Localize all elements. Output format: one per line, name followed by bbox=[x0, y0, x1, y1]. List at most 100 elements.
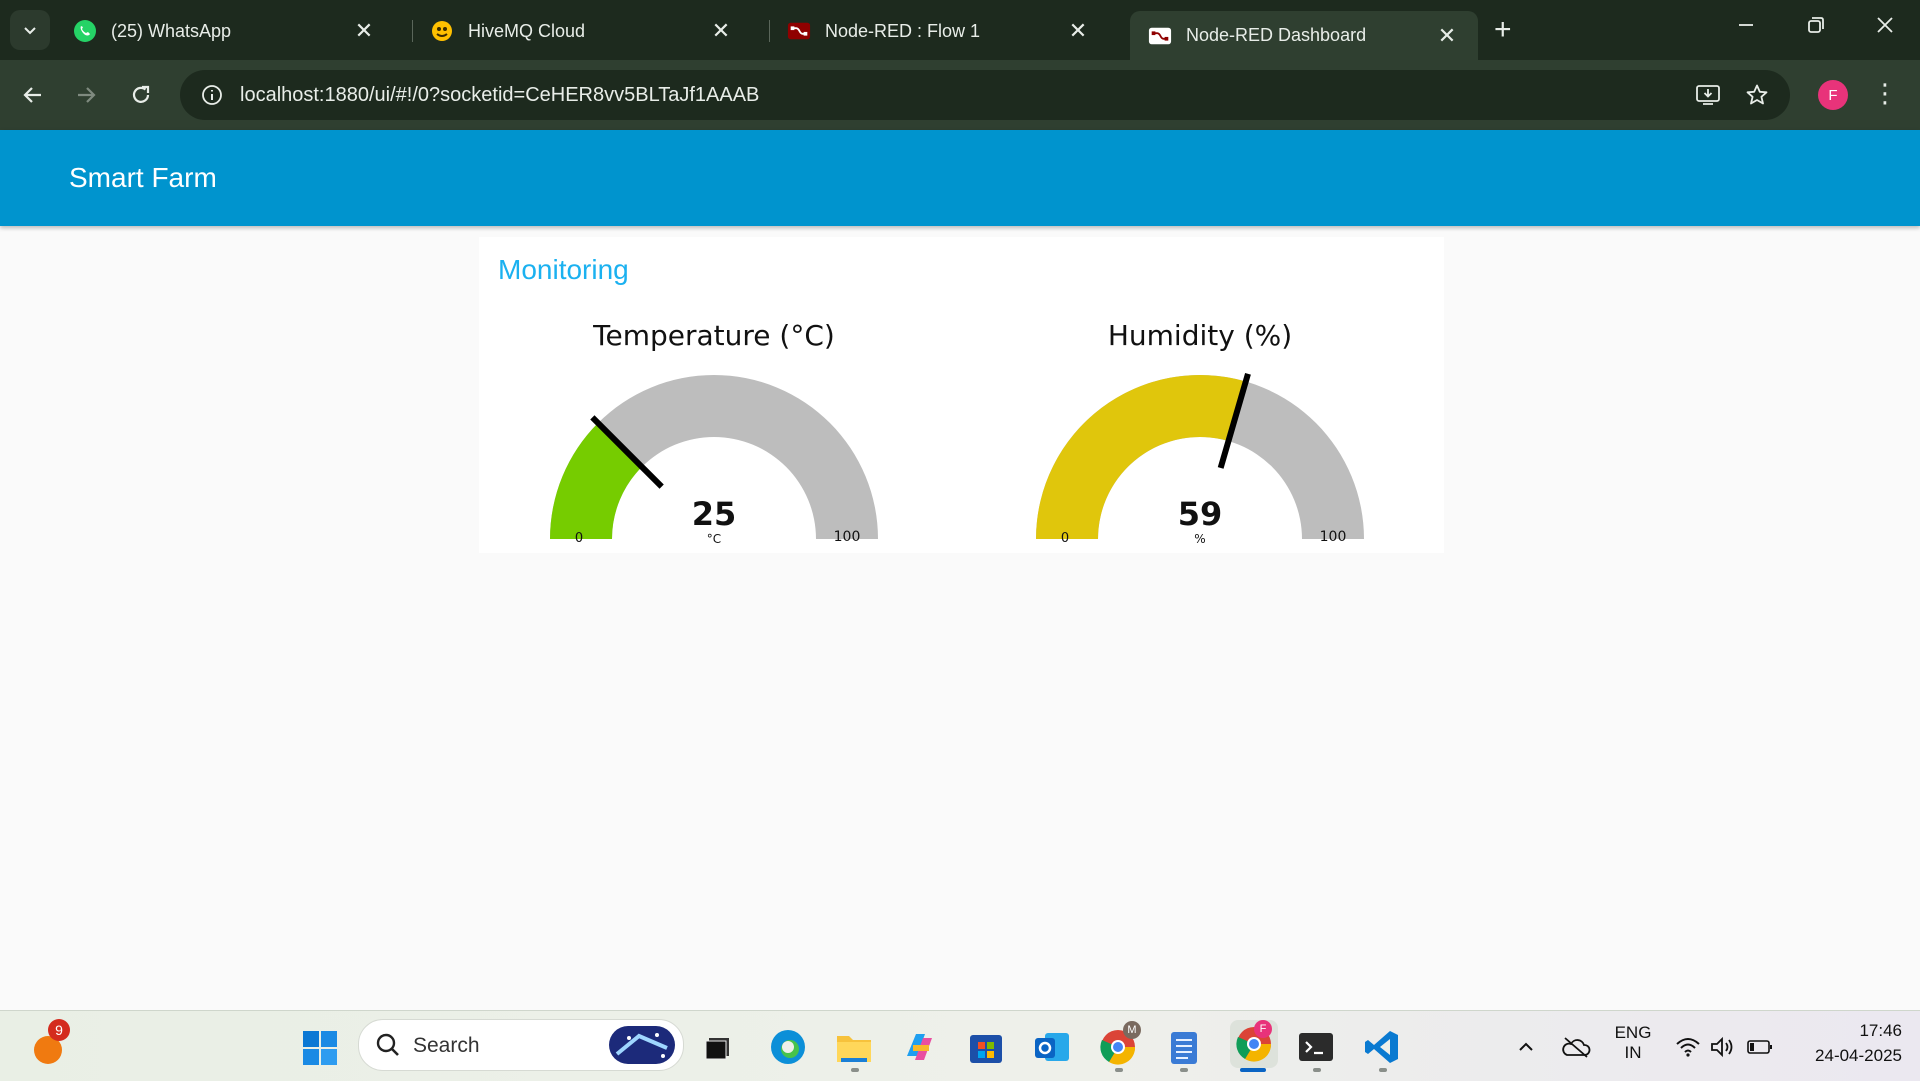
tab-whatsapp[interactable]: (25) WhatsApp ✕ bbox=[55, 11, 395, 51]
close-icon[interactable]: ✕ bbox=[354, 18, 374, 43]
weather-widget-icon[interactable] bbox=[28, 1028, 68, 1068]
vscode-icon[interactable] bbox=[1362, 1027, 1402, 1067]
humidity-gauge: Humidity (%) 59% 0 100 bbox=[1000, 319, 1400, 549]
site-info-icon[interactable] bbox=[190, 84, 234, 106]
gauge-unit: °C bbox=[707, 532, 721, 546]
address-bar[interactable]: localhost:1880/ui/#!/0?socketid=CeHER8vv… bbox=[180, 70, 1790, 120]
dashboard-header: Smart Farm bbox=[0, 130, 1920, 226]
arrow-left-icon bbox=[23, 87, 41, 103]
gauge-title: Humidity (%) bbox=[1107, 319, 1293, 352]
arrow-right-icon bbox=[78, 87, 96, 103]
install-app-icon bbox=[1696, 85, 1720, 105]
reload-button[interactable] bbox=[123, 77, 159, 113]
windows-taskbar: 9 bbox=[0, 1010, 1920, 1081]
running-indicator bbox=[1180, 1068, 1188, 1072]
gauge-value: 25 bbox=[692, 495, 737, 533]
more-menu-icon[interactable]: ⋮ bbox=[1872, 78, 1898, 108]
start-button[interactable] bbox=[300, 1028, 340, 1068]
tab-title: (25) WhatsApp bbox=[111, 20, 232, 41]
terminal-icon[interactable] bbox=[1296, 1027, 1336, 1067]
forward-button[interactable] bbox=[68, 77, 104, 113]
notepad-icon[interactable] bbox=[1164, 1027, 1204, 1067]
tab-divider bbox=[769, 20, 770, 42]
node-red-icon bbox=[787, 19, 811, 43]
close-icon[interactable]: ✕ bbox=[1437, 22, 1457, 48]
url-text[interactable]: localhost:1880/ui/#!/0?socketid=CeHER8vv… bbox=[240, 83, 760, 106]
gauge-needle bbox=[590, 415, 664, 489]
profile-avatar[interactable]: F bbox=[1818, 80, 1848, 110]
gauge-title: Temperature (°C) bbox=[593, 319, 835, 352]
chevron-down-icon bbox=[24, 27, 36, 35]
language-indicator[interactable]: ENG IN bbox=[1608, 1023, 1658, 1063]
clock[interactable]: 17:46 24-04-2025 bbox=[1790, 1021, 1902, 1066]
running-indicator bbox=[1115, 1068, 1123, 1072]
node-red-icon bbox=[1148, 24, 1172, 48]
gauge-track bbox=[550, 375, 878, 539]
gauge-needle bbox=[1217, 372, 1251, 469]
tab-title: HiveMQ Cloud bbox=[468, 20, 586, 41]
tab-divider bbox=[412, 20, 413, 42]
tab-node-red-flow[interactable]: Node-RED : Flow 1 ✕ bbox=[769, 11, 1109, 51]
restore-button[interactable] bbox=[1806, 14, 1826, 42]
back-button[interactable] bbox=[15, 77, 51, 113]
tab-hivemq[interactable]: HiveMQ Cloud ✕ bbox=[412, 11, 752, 51]
windows-logo-icon bbox=[303, 1031, 337, 1065]
active-app-indicator bbox=[1240, 1068, 1266, 1072]
close-icon[interactable]: ✕ bbox=[1068, 18, 1088, 43]
volume-icon[interactable] bbox=[1702, 1027, 1742, 1067]
running-indicator bbox=[1313, 1068, 1321, 1072]
gauge-min-label: 0 bbox=[1061, 531, 1069, 546]
clock-date: 24-04-2025 bbox=[1815, 1046, 1902, 1065]
gauge-max-label: 100 bbox=[1320, 529, 1347, 545]
browser-toolbar: localhost:1880/ui/#!/0?socketid=CeHER8vv… bbox=[0, 60, 1920, 130]
clock-time: 17:46 bbox=[1859, 1021, 1902, 1040]
install-app-button[interactable] bbox=[1695, 70, 1721, 120]
copilot-icon[interactable] bbox=[900, 1027, 940, 1067]
tab-title: Node-RED Dashboard bbox=[1186, 25, 1367, 45]
language-code: ENG bbox=[1614, 1023, 1652, 1042]
edge-icon[interactable] bbox=[768, 1027, 808, 1067]
running-indicator bbox=[851, 1068, 859, 1072]
tab-search-button[interactable] bbox=[10, 10, 50, 50]
minimize-icon bbox=[1739, 24, 1753, 26]
temperature-gauge: Temperature (°C) 25 °C 0 100 bbox=[514, 319, 914, 549]
close-icon bbox=[1877, 17, 1893, 33]
microsoft-store-icon[interactable] bbox=[966, 1027, 1006, 1067]
outlook-icon[interactable] bbox=[1032, 1027, 1072, 1067]
running-indicator bbox=[1379, 1068, 1387, 1072]
dashboard-title: Smart Farm bbox=[69, 162, 217, 193]
show-hidden-icons-chevron-icon[interactable] bbox=[1506, 1027, 1546, 1067]
tab-node-red-dashboard[interactable]: Node-RED Dashboard ✕ bbox=[1130, 11, 1478, 60]
browser-tab-strip: (25) WhatsApp ✕ HiveMQ Cloud ✕ Node-RED … bbox=[0, 0, 1920, 60]
file-explorer-icon[interactable] bbox=[834, 1027, 874, 1067]
new-tab-button[interactable]: + bbox=[1494, 13, 1512, 46]
search-icon bbox=[376, 1033, 399, 1056]
gauge-value-arc bbox=[550, 423, 642, 539]
gauge-unit: % bbox=[1194, 532, 1205, 546]
task-view-icon[interactable] bbox=[698, 1027, 738, 1067]
chrome-profile-badge: M bbox=[1123, 1021, 1141, 1039]
battery-icon[interactable] bbox=[1740, 1027, 1780, 1067]
whatsapp-icon bbox=[73, 19, 97, 43]
reload-icon bbox=[132, 85, 150, 103]
chrome-profile-m-icon[interactable] bbox=[1098, 1027, 1138, 1067]
wifi-icon[interactable] bbox=[1668, 1027, 1708, 1067]
close-icon[interactable]: ✕ bbox=[711, 18, 731, 43]
monitoring-group: Monitoring Temperature (°C) 25 °C 0 100 Hum… bbox=[479, 237, 1444, 553]
gauge-value-arc bbox=[1036, 375, 1246, 539]
taskbar-search[interactable]: Search bbox=[358, 1019, 684, 1071]
minimize-button[interactable] bbox=[1736, 14, 1756, 42]
group-title: Monitoring bbox=[498, 254, 629, 285]
onedrive-offline-icon[interactable] bbox=[1556, 1027, 1596, 1067]
star-icon bbox=[1746, 84, 1768, 105]
gauge-value: 59 bbox=[1178, 495, 1223, 533]
search-label: Search bbox=[413, 1034, 480, 1057]
notification-badge: 9 bbox=[48, 1019, 70, 1041]
search-highlight-icon bbox=[609, 1026, 675, 1064]
bookmark-button[interactable] bbox=[1745, 70, 1769, 120]
chrome-profile-badge: F bbox=[1254, 1020, 1272, 1038]
close-window-button[interactable] bbox=[1875, 14, 1895, 42]
region-code: IN bbox=[1624, 1043, 1642, 1062]
restore-icon bbox=[1808, 17, 1824, 33]
hivemq-icon bbox=[430, 19, 454, 43]
